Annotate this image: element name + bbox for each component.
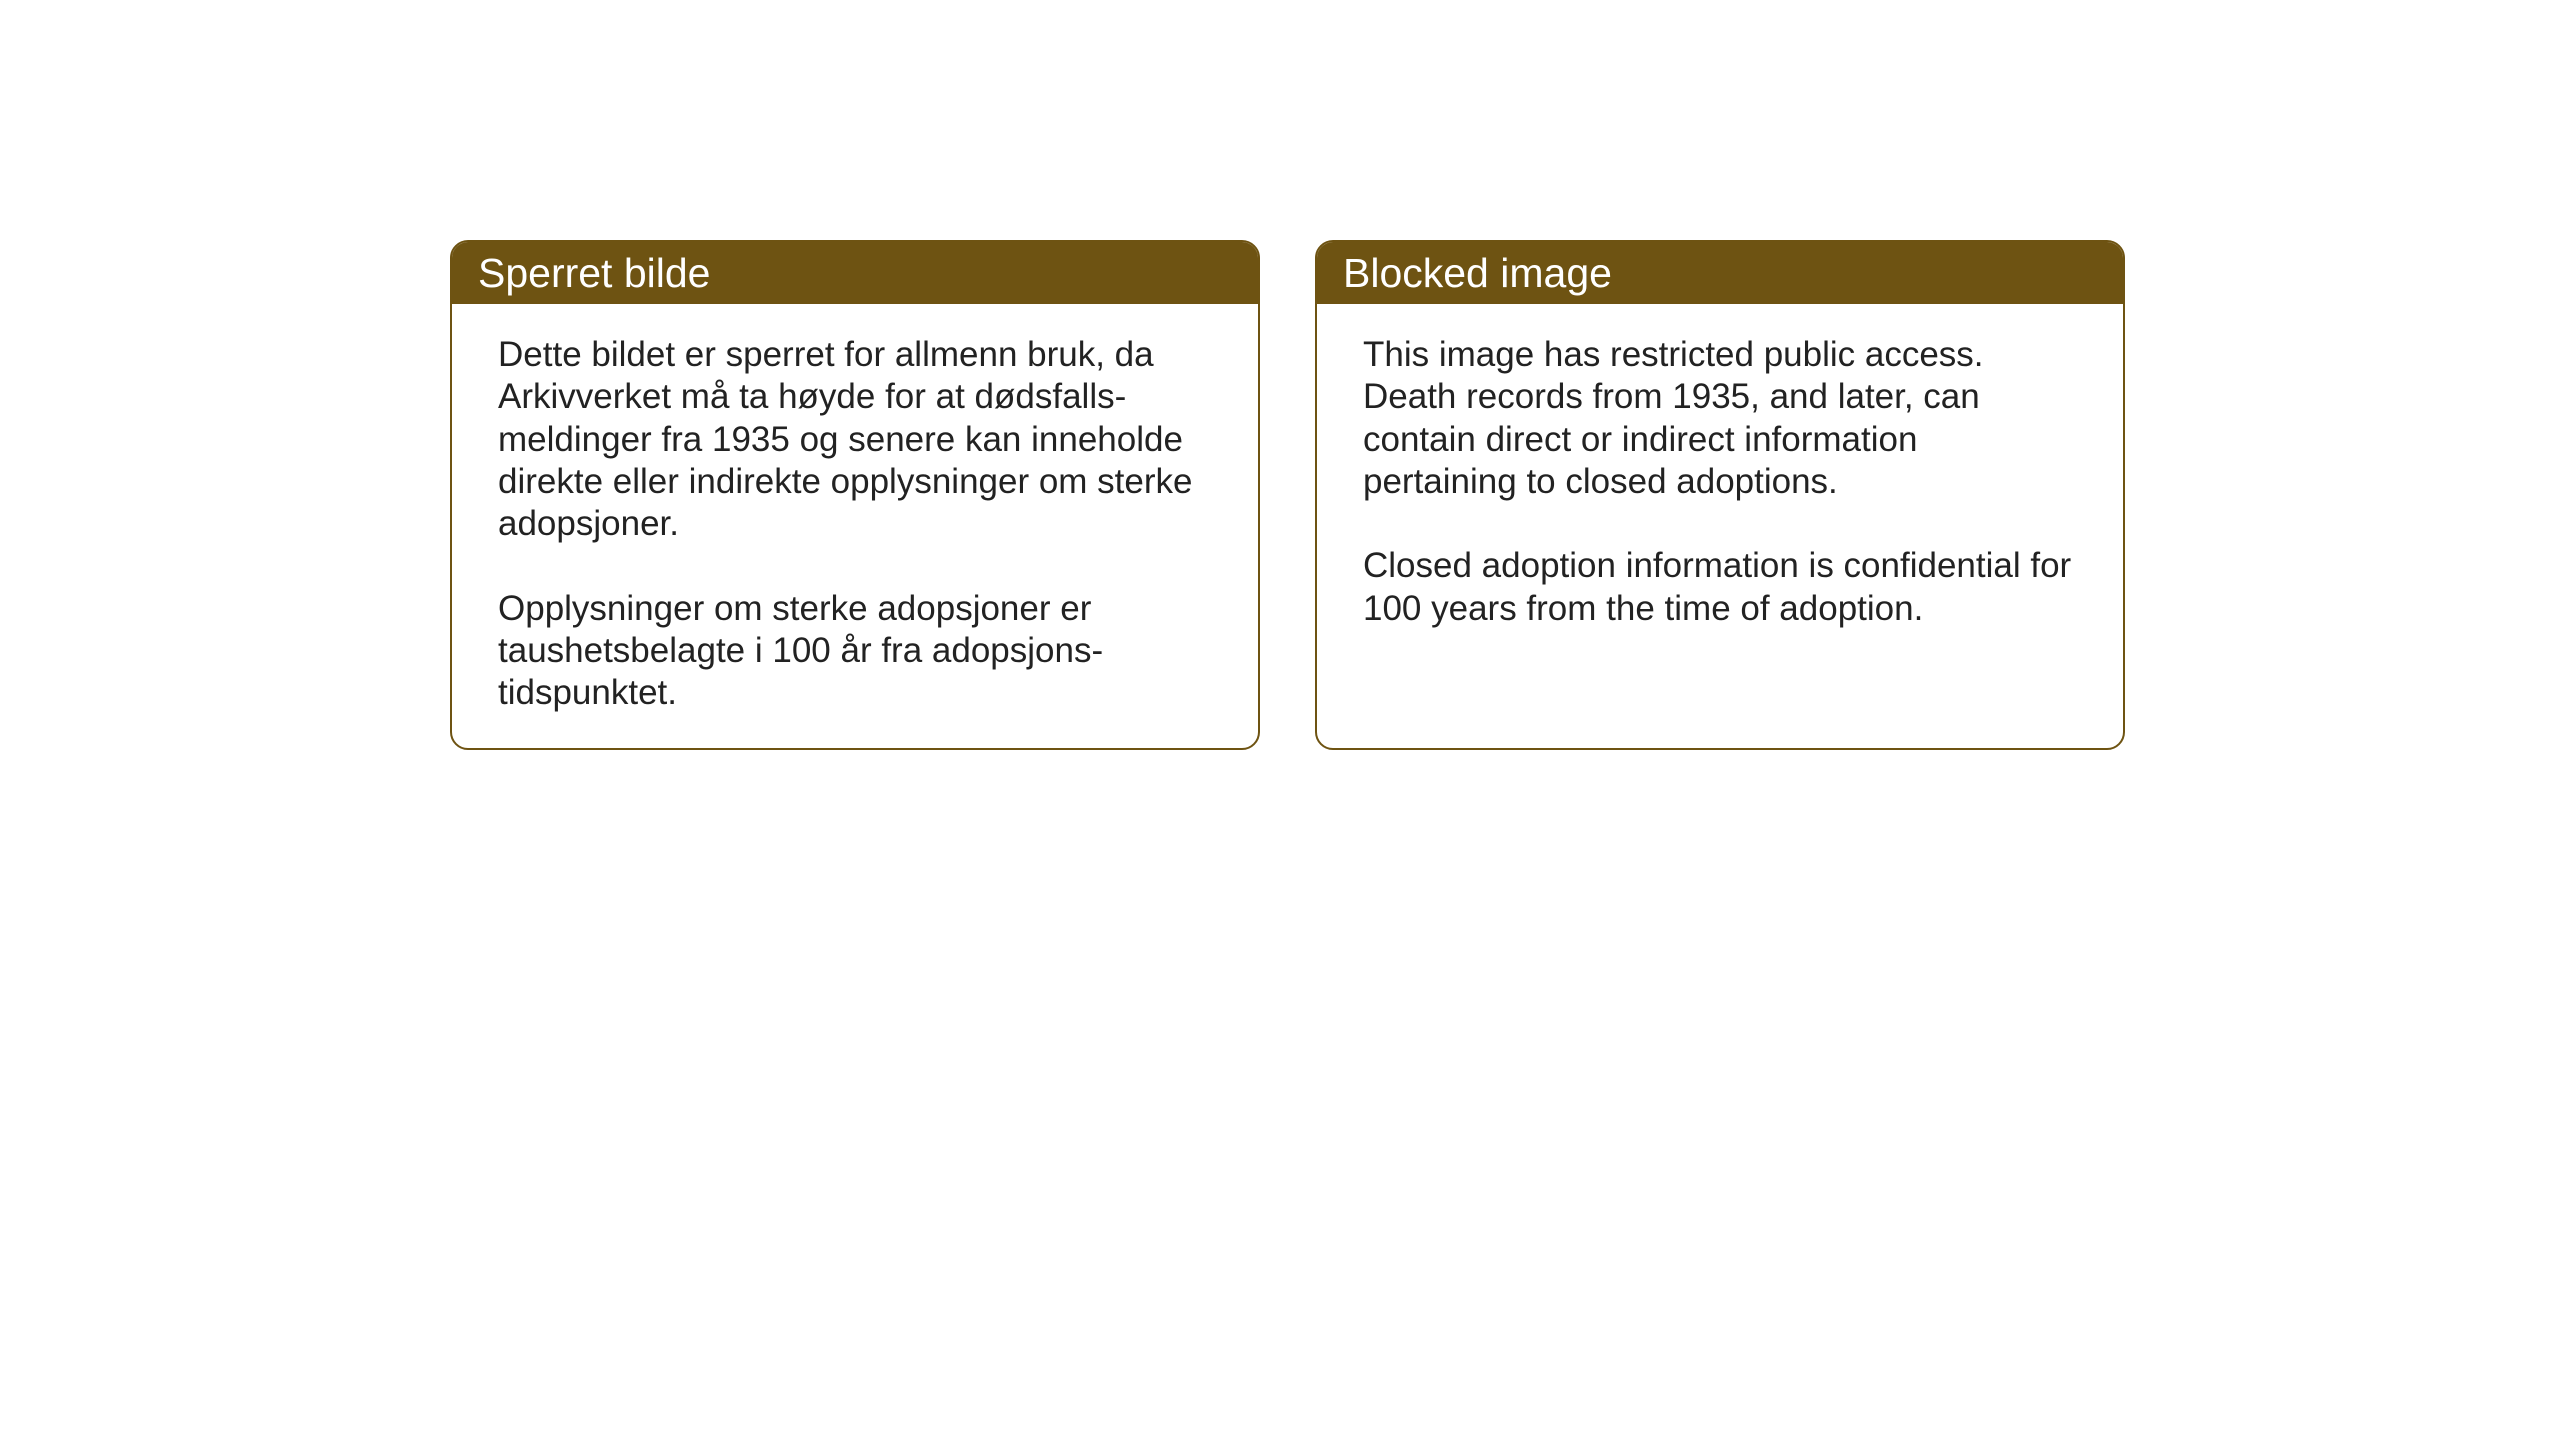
notice-container: Sperret bilde Dette bildet er sperret fo… (450, 240, 2125, 750)
paragraph-1-en: This image has restricted public access.… (1363, 334, 2077, 503)
notice-card-norwegian: Sperret bilde Dette bildet er sperret fo… (450, 240, 1260, 750)
card-body-english: This image has restricted public access.… (1317, 304, 2123, 660)
paragraph-2-no: Opplysninger om sterke adopsjoner er tau… (498, 588, 1212, 715)
paragraph-2-en: Closed adoption information is confident… (1363, 545, 2077, 630)
card-body-norwegian: Dette bildet er sperret for allmenn bruk… (452, 304, 1258, 745)
card-header-norwegian: Sperret bilde (452, 242, 1258, 304)
card-header-english: Blocked image (1317, 242, 2123, 304)
notice-card-english: Blocked image This image has restricted … (1315, 240, 2125, 750)
paragraph-1-no: Dette bildet er sperret for allmenn bruk… (498, 334, 1212, 546)
